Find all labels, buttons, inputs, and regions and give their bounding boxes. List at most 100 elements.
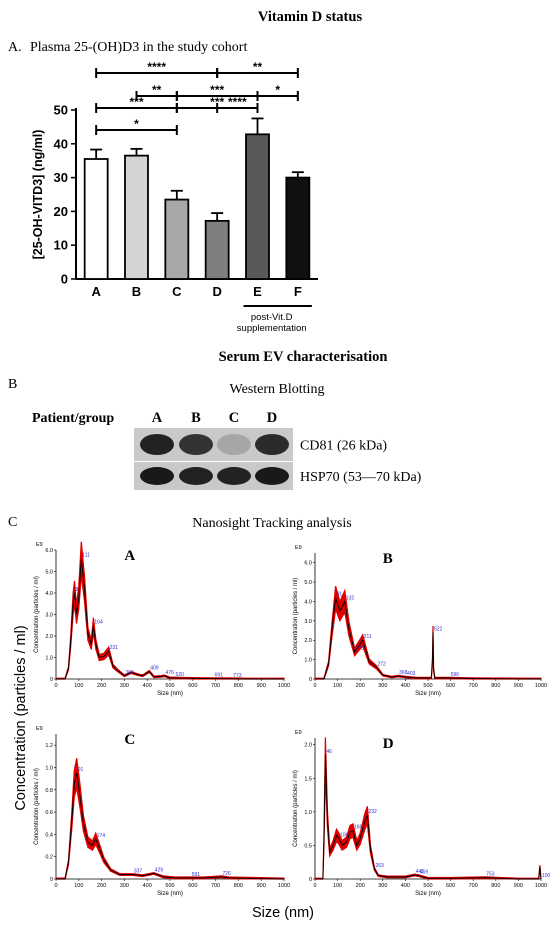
plot-x-tick-label: 200 [97,683,106,689]
blot-band [140,467,174,485]
peak-label: 106 [340,833,349,839]
plot-y-tick-label: 0.4 [45,832,53,838]
plot-x-tick-label: 900 [514,683,523,689]
plot-x-tick-label: 600 [446,883,455,889]
plot-y-tick-label: 5.0 [304,580,312,586]
panel-a-title: Plasma 25-(OH)D3 in the study cohort [30,40,247,55]
plot-y-tick-label: 1.0 [304,658,312,664]
x-tick-label: A [91,284,101,299]
lane-label: A [152,410,163,426]
y-tick-label: 30 [54,170,68,185]
exponent-label: E9 [36,542,43,548]
plot-x-tick-label: 1000 [278,683,290,689]
error-band [314,737,542,880]
plot-x-tick-label: 1000 [535,883,547,889]
plot-y-tick-label: 2.0 [304,638,312,644]
plot-y-label: Concentration (particles / ml) [34,768,40,845]
peak-label: 522 [434,626,443,632]
peak-label: 368 [399,670,408,676]
plot-x-tick-label: 800 [491,683,500,689]
peak-label: 81 [75,587,81,593]
panel-a-label: A. [8,40,22,55]
plot-x-tick-label: 400 [143,683,152,689]
significance-stars: * [134,117,139,131]
peak-label: 46 [326,749,332,755]
mean-line [56,558,284,680]
plot-x-tick-label: 800 [491,883,500,889]
peak-label: 409 [150,665,159,671]
panel-b-label: B [8,377,17,392]
plot-y-tick-label: 1.0 [45,656,53,662]
plot-x-tick-label: 200 [356,883,365,889]
plot-x-tick-label: 400 [143,883,152,889]
band-label: HSP70 (53—70 kDa) [300,470,422,485]
plot-y-tick-label: 6.0 [304,561,312,567]
bar [164,198,190,280]
peak-label: 111 [82,553,90,559]
plot-x-label: Size (nm) [157,691,183,697]
y-axis-label: [25-OH-VITD3] (ng/ml) [31,130,45,260]
plot-x-label: Size (nm) [157,891,183,897]
plot-x-tick-label: 800 [234,683,243,689]
plot-x-tick-label: 800 [234,883,243,889]
peak-label: 591 [192,872,201,878]
plot-x-tick-label: 200 [356,683,365,689]
plot-y-tick-label: 0.5 [304,843,312,849]
plot-y-tick-label: 2.0 [304,743,312,749]
plot-y-tick-label: 0 [50,677,53,683]
significance-stars: ** [253,60,263,74]
significance-stars: *** [129,95,143,109]
blot-band [255,467,289,485]
peak-label: 91 [337,592,343,598]
plot-y-tick-label: 5.0 [45,570,53,576]
exponent-label: E9 [295,545,302,551]
peak-label: 168 [354,825,363,831]
peak-label: 211 [364,634,372,640]
western-blot: CD81 (26 kDa) HSP70 (53—70 kDa) [134,428,422,490]
plot-x-tick-label: 1000 [535,683,547,689]
peak-label: 403 [407,671,416,677]
plot-x-tick-label: 300 [120,683,129,689]
post-label-line2: supplementation [237,323,307,334]
peak-label: 459 [420,870,429,876]
band-label: CD81 (26 kDa) [300,439,387,454]
plot-y-tick-label: 0.6 [45,810,53,816]
error-band [55,758,285,880]
plot-x-tick-label: 200 [97,883,106,889]
y-tick-label: 20 [54,204,68,219]
x-tick-label: D [212,284,221,299]
nta-plots: E9 0 1.0 2.0 3.0 4.0 5.0 6.0 0 100 200 300 400 500 600… [34,541,550,897]
y-tick-label: 40 [54,136,68,151]
plot-x-label: Size (nm) [415,691,441,697]
x-tick-label: B [132,284,141,299]
plot-y-label: Concentration (particles / ml) [293,578,299,655]
plot-x-tick-label: 700 [211,883,220,889]
bar [285,176,311,280]
plot-x-tick-label: 600 [446,683,455,689]
plot-y-tick-label: 1.2 [45,743,53,749]
nta-x-axis-label: Size (nm) [252,905,314,921]
mean-line [315,754,542,880]
panel-b-title: Western Blotting [230,382,325,397]
peak-label: 232 [368,809,377,815]
plot-x-tick-label: 0 [313,883,316,889]
plot-x-tick-label: 900 [257,883,266,889]
bar [83,158,109,280]
peak-label: 263 [375,863,384,869]
nta-plot-title: C [124,732,135,748]
plot-y-label: Concentration (particles / ml) [293,770,299,847]
plot-x-tick-label: 0 [54,683,57,689]
plot-y-tick-label: 3.0 [45,613,53,619]
plot-y-tick-label: 3.0 [304,619,312,625]
plot-x-tick-label: 400 [401,683,410,689]
western-row-header: Patient/group [32,411,114,426]
error-band [55,541,285,680]
bar-chart: 0 10 20 30 40 50 [25-OH-VITD3] (ng/ml) A B C D E Fpo… [31,60,318,334]
significance-stars: * [275,83,280,97]
plot-x-tick-label: 900 [257,683,266,689]
plot-x-tick-label: 0 [54,883,57,889]
peak-label: 174 [97,833,106,839]
plot-y-label: Concentration (particles / ml) [34,576,40,653]
plot-x-tick-label: 900 [514,883,523,889]
